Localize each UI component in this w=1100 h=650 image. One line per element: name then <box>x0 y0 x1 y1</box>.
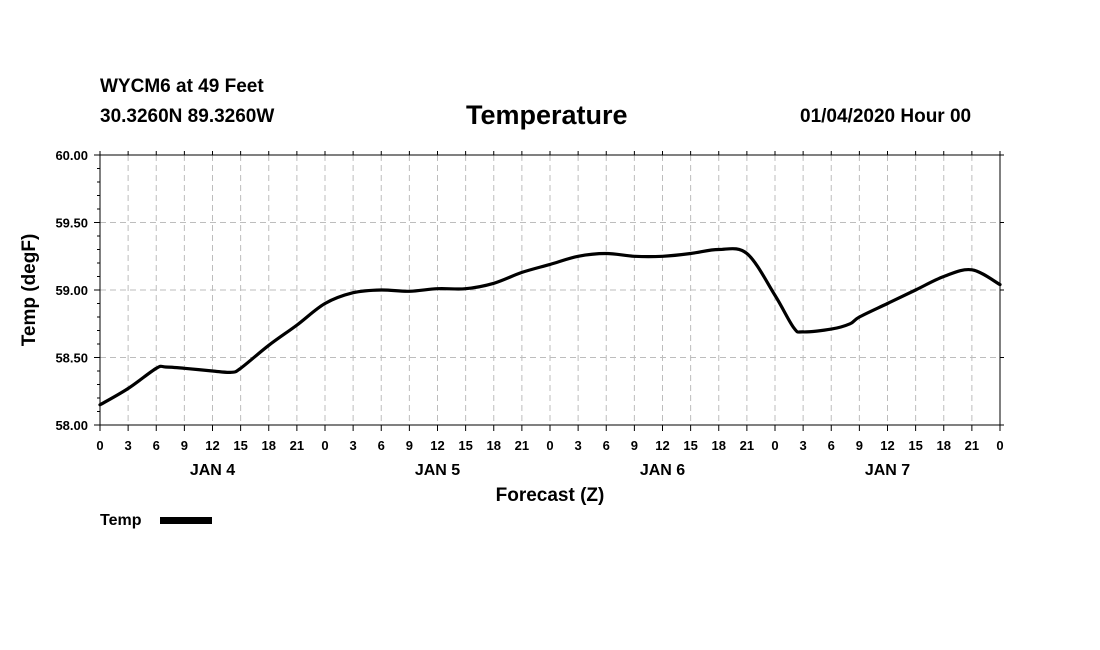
x-tick-label: 3 <box>125 438 132 453</box>
x-tick-label: 18 <box>937 438 951 453</box>
y-tick-label: 59.50 <box>55 216 88 231</box>
x-tick-label: 0 <box>321 438 328 453</box>
series-line-temp <box>98 247 1002 407</box>
day-label: JAN 4 <box>190 462 235 479</box>
x-tick-label: 12 <box>880 438 894 453</box>
x-tick-label: 0 <box>996 438 1003 453</box>
x-tick-label: 6 <box>828 438 835 453</box>
x-tick-label: 15 <box>908 438 922 453</box>
y-tick-label: 58.50 <box>55 351 88 366</box>
day-label: JAN 7 <box>865 462 910 479</box>
x-tick-label: 18 <box>487 438 501 453</box>
x-tick-label: 3 <box>350 438 357 453</box>
x-tick-label: 12 <box>655 438 669 453</box>
x-tick-label: 0 <box>546 438 553 453</box>
station-name: WYCM6 at 49 Feet <box>100 76 264 97</box>
day-label: JAN 6 <box>640 462 685 479</box>
x-tick-label: 9 <box>406 438 413 453</box>
x-tick-label: 21 <box>515 438 529 453</box>
x-tick-label: 18 <box>712 438 726 453</box>
x-tick-label: 21 <box>290 438 304 453</box>
x-tick-label: 0 <box>771 438 778 453</box>
day-labels: JAN 4 JAN 5 JAN 6 JAN 7 <box>190 462 910 479</box>
y-axis-title: Temp (degF) <box>19 234 40 347</box>
grid-layer <box>100 155 1000 425</box>
x-tick-label: 21 <box>740 438 754 453</box>
legend: Temp <box>100 512 212 529</box>
x-tick-label: 3 <box>800 438 807 453</box>
x-tick-label: 0 <box>96 438 103 453</box>
x-tick-label: 15 <box>683 438 697 453</box>
x-tick-label: 6 <box>378 438 385 453</box>
tick-layer <box>94 151 1004 431</box>
x-tick-labels: 0 3 6 9 12 15 18 21 0 3 6 9 12 15 18 21 0 3 6 9 12 15 18 21 0 3 6 9… <box>96 438 1003 453</box>
x-axis-title: Forecast (Z) <box>496 485 605 506</box>
x-tick-label: 18 <box>262 438 276 453</box>
x-tick-label: 12 <box>430 438 444 453</box>
x-tick-label: 15 <box>458 438 472 453</box>
day-label: JAN 5 <box>415 462 460 479</box>
x-tick-label: 12 <box>205 438 219 453</box>
x-tick-label: 6 <box>153 438 160 453</box>
forecast-run-time: 01/04/2020 Hour 00 <box>800 106 972 127</box>
x-tick-label: 6 <box>603 438 610 453</box>
station-coordinates: 30.3260N 89.3260W <box>100 106 275 127</box>
x-tick-label: 21 <box>965 438 979 453</box>
y-tick-label: 58.00 <box>55 418 88 433</box>
legend-label-temp: Temp <box>100 512 142 529</box>
x-tick-label: 15 <box>233 438 247 453</box>
x-tick-label: 9 <box>181 438 188 453</box>
chart-title: Temperature <box>466 100 628 130</box>
y-tick-label: 59.00 <box>55 283 88 298</box>
legend-swatch-temp <box>160 517 212 524</box>
x-tick-label: 9 <box>631 438 638 453</box>
y-tick-label: 60.00 <box>55 148 88 163</box>
x-tick-label: 3 <box>575 438 582 453</box>
y-tick-labels: 58.00 58.50 59.00 59.50 60.00 <box>55 148 88 433</box>
x-tick-label: 9 <box>856 438 863 453</box>
